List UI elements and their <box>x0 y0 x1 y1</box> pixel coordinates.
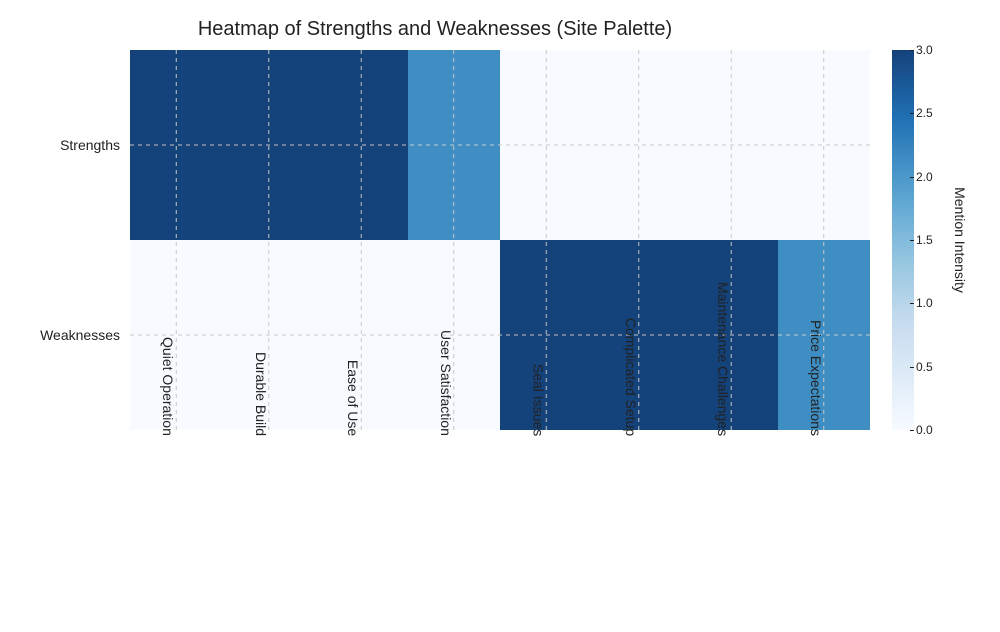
heatmap-cell <box>500 50 593 240</box>
heatmap-grid <box>130 50 870 430</box>
y-tick-weaknesses: Weaknesses <box>40 327 130 343</box>
x-tick-label: Durable Build <box>253 352 269 436</box>
colorbar-tick: 2.0 <box>916 170 933 184</box>
x-tick-label: Seal Issues <box>530 364 546 436</box>
colorbar-tick: 0.5 <box>916 360 933 374</box>
x-tick-label: Complicated Setup <box>623 318 639 436</box>
colorbar-tick: 1.5 <box>916 233 933 247</box>
heatmap-cell <box>593 50 686 240</box>
heatmap-cell <box>408 50 501 240</box>
heatmap-cell <box>778 50 871 240</box>
heatmap-cell <box>315 50 408 240</box>
colorbar-tick: 0.0 <box>916 423 933 437</box>
heatmap-cell <box>130 50 223 240</box>
colorbar-tick: 2.5 <box>916 106 933 120</box>
colorbar-label: Mention Intensity <box>952 187 968 293</box>
heatmap-cell <box>223 50 316 240</box>
heatmap-row <box>130 240 870 430</box>
y-tick-strengths: Strengths <box>60 137 130 153</box>
x-tick-label: Price Expectations <box>808 320 824 436</box>
x-tick-label: User Satisfaction <box>438 330 454 436</box>
x-tick-label: Maintenance Challenges <box>715 282 731 436</box>
heatmap-cell <box>315 240 408 430</box>
heatmap-row <box>130 50 870 240</box>
plot-area: Strengths Weaknesses <box>130 50 870 430</box>
figure: Heatmap of Strengths and Weaknesses (Sit… <box>0 0 1000 632</box>
x-tick-labels: Quiet OperationDurable BuildEase of UseU… <box>130 430 870 600</box>
heatmap-cell <box>685 50 778 240</box>
colorbar: 0.00.51.01.52.02.53.0 <box>892 50 914 430</box>
chart-title: Heatmap of Strengths and Weaknesses (Sit… <box>0 18 870 41</box>
heatmap-cell <box>130 240 223 430</box>
colorbar-tick: 3.0 <box>916 43 933 57</box>
colorbar-tick: 1.0 <box>916 296 933 310</box>
x-tick-label: Ease of Use <box>345 360 361 436</box>
heatmap-cell <box>685 240 778 430</box>
x-tick-label: Quiet Operation <box>160 337 176 436</box>
